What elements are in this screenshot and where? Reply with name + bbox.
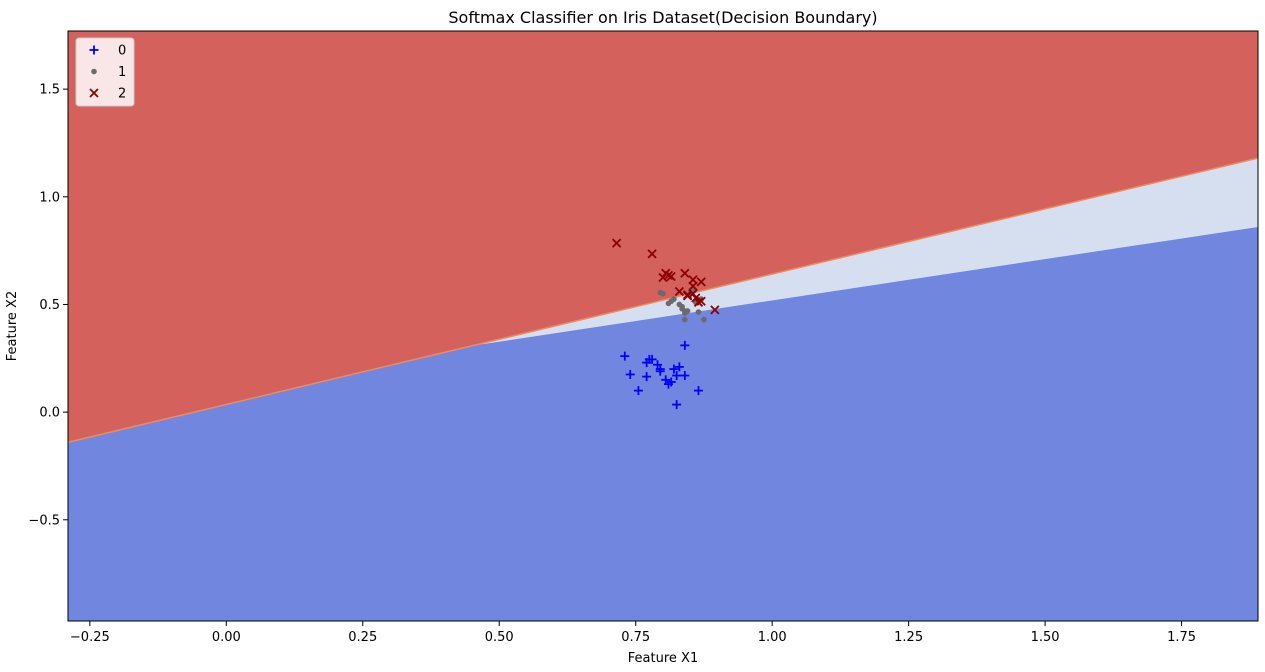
data-point-class-1 <box>695 309 702 315</box>
data-point-class-2 <box>710 305 720 315</box>
data-point-class-0 <box>625 369 635 379</box>
data-point-class-2 <box>688 289 698 299</box>
plot-area <box>68 31 1258 621</box>
data-point-class-0 <box>674 362 684 372</box>
y-tick-label: −0.5 <box>28 513 60 528</box>
x-tick-label: 1.25 <box>894 630 923 645</box>
data-point-class-1 <box>682 316 688 323</box>
x-tick-label: 1.75 <box>1167 630 1196 645</box>
legend-label: 1 <box>118 65 126 80</box>
data-point-class-1 <box>671 296 677 302</box>
data-point-class-2 <box>682 291 693 301</box>
data-point-class-2 <box>696 296 706 306</box>
legend-label: 2 <box>118 87 126 102</box>
data-point-class-0 <box>633 386 643 396</box>
data-point-class-2 <box>611 238 622 248</box>
legend-marker-class-2 <box>89 88 99 98</box>
data-point-class-0 <box>666 377 676 387</box>
data-point-class-0 <box>680 371 690 381</box>
chart-title: Softmax Classifier on Iris Dataset(Decis… <box>448 8 877 27</box>
legend: 0 1 2 <box>75 37 135 107</box>
x-axis-ticks: −0.25 0.00 0.25 0.50 0.75 1.00 1.25 1.50 1.75 <box>70 621 1196 645</box>
data-point-class-2 <box>663 270 674 281</box>
data-point-class-2 <box>666 271 676 282</box>
data-point-class-2 <box>647 249 657 259</box>
y-axis-label: Feature X2 <box>5 291 20 361</box>
data-point-class-0 <box>620 351 630 361</box>
x-axis-label: Feature X1 <box>628 651 698 666</box>
y-tick-label: 0.5 <box>39 298 60 313</box>
data-point-class-2 <box>691 293 701 303</box>
x-tick-label: 1.50 <box>1031 630 1060 645</box>
decision-boundary-upper <box>68 157 1258 444</box>
data-point-class-0 <box>672 371 682 381</box>
x-tick-label: 0.00 <box>212 630 241 645</box>
data-point-class-1 <box>660 290 666 297</box>
data-point-class-1 <box>679 303 685 310</box>
data-point-class-0 <box>642 372 652 382</box>
data-point-class-0 <box>693 386 703 396</box>
x-tick-label: 1.00 <box>758 630 787 645</box>
data-point-class-2 <box>658 272 668 283</box>
y-axis-ticks: −0.5 0.0 0.5 1.0 1.5 <box>28 83 68 528</box>
scatter-points <box>611 238 720 410</box>
data-point-class-0 <box>680 340 690 350</box>
legend-marker-class-1 <box>91 68 97 75</box>
data-point-class-0 <box>669 364 679 374</box>
data-point-class-0 <box>647 354 657 364</box>
x-tick-label: 0.25 <box>348 630 377 645</box>
legend-label: 0 <box>118 44 126 59</box>
data-point-class-2 <box>680 268 690 278</box>
data-point-class-1 <box>682 310 688 316</box>
x-tick-label: 0.50 <box>485 630 514 645</box>
x-tick-label: 0.75 <box>621 630 650 645</box>
data-point-class-2 <box>696 277 706 287</box>
y-tick-label: 1.0 <box>39 190 60 205</box>
data-point-class-2 <box>693 297 704 307</box>
plot-frame <box>67 30 1259 622</box>
region-class-2 <box>68 31 1258 443</box>
data-point-class-0 <box>655 364 665 374</box>
data-point-class-0 <box>672 400 682 410</box>
region-class-0 <box>68 226 1258 621</box>
data-point-class-1 <box>701 316 707 323</box>
legend-marker-class-0 <box>89 45 99 55</box>
x-tick-label: −0.25 <box>70 630 110 645</box>
data-point-class-2 <box>688 275 698 285</box>
y-tick-label: 0.0 <box>39 406 60 421</box>
data-point-class-2 <box>674 286 685 297</box>
y-tick-label: 1.5 <box>39 83 60 98</box>
